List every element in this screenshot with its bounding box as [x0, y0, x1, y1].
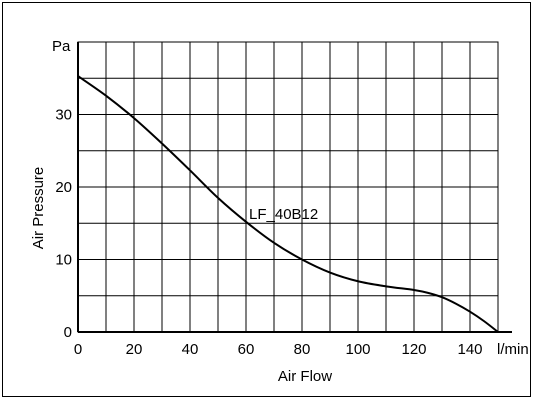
x-tick-label-140: 140 [457, 341, 482, 358]
y-tick-label-30: 30 [55, 107, 72, 124]
y-tick-label-10: 10 [55, 252, 72, 269]
x-tick-label-60: 60 [238, 341, 255, 358]
x-axis-label: Air Flow [278, 368, 332, 385]
x-tick-label-80: 80 [294, 341, 311, 358]
x-tick-label-120: 120 [401, 341, 426, 358]
x-tick-label-0: 0 [74, 341, 82, 358]
y-unit-label: Pa [52, 38, 71, 55]
y-axis-label: Air Pressure [30, 167, 47, 250]
series-line-0 [77, 75, 499, 333]
x-tick-label-20: 20 [126, 341, 143, 358]
series-layer [77, 75, 499, 333]
x-tick-label-40: 40 [182, 341, 199, 358]
tick-labels: 0 20 40 60 80 100 120 140 0 10 20 30 [55, 107, 482, 359]
y-tick-label-20: 20 [55, 179, 72, 196]
x-tick-label-100: 100 [345, 341, 370, 358]
x-unit-label: l/min [497, 341, 529, 358]
y-tick-label-0: 0 [64, 324, 72, 341]
series-label: LF_40B12 [249, 206, 318, 223]
grid-lines [78, 42, 498, 332]
axes [77, 41, 512, 333]
